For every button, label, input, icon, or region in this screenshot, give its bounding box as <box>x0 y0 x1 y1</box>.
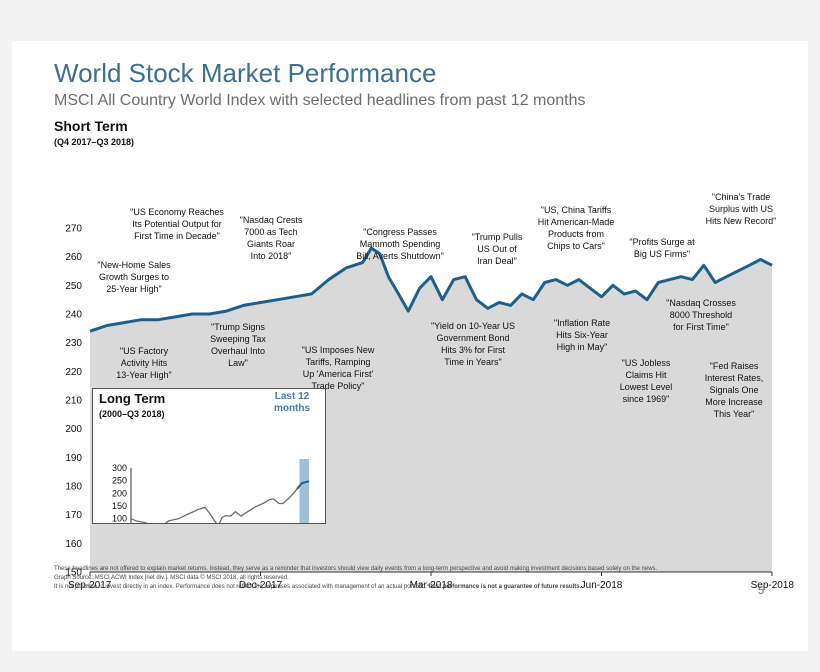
long-term-chart: 0501001502002503002000200520102015 <box>112 459 310 523</box>
last-12-months-label: Last 12 months <box>273 391 311 414</box>
headline: "US Jobless Claims Hit Lowest Level sinc… <box>619 358 673 404</box>
inset-y-tick-label: 100 <box>112 514 127 523</box>
y-tick-label: 170 <box>65 510 82 521</box>
footer-line-2: Graph Source: MSCI ACWI Index [net div.]… <box>54 575 289 581</box>
inset-y-tick-label: 150 <box>112 501 127 511</box>
y-tick-label: 190 <box>65 453 82 464</box>
headline: "US Economy Reaches Its Potential Output… <box>130 207 224 241</box>
x-tick-label: Sep-2017 <box>68 580 112 591</box>
headline: "US, China Tariffs Hit American-Made Pro… <box>537 205 615 251</box>
inset-y-tick-label: 300 <box>112 463 127 473</box>
short-term-range: (Q4 2017–Q3 2018) <box>54 137 135 147</box>
x-tick-label: Jun-2018 <box>581 580 623 591</box>
page-title: World Stock Market Performance <box>54 58 437 88</box>
long-term-recent-line <box>296 480 310 490</box>
x-tick-label: Sep-2018 <box>751 580 795 591</box>
headline: "Yield on 10-Year US Government Bond Hit… <box>430 321 516 367</box>
long-term-range: (2000–Q3 2018) <box>99 409 165 419</box>
inset-y-tick-label: 250 <box>112 476 127 486</box>
footer-line-1: These headlines are not offered to expla… <box>54 566 658 572</box>
footer-line-3-text: It is not possible to invest directly in… <box>54 584 427 590</box>
index-line <box>89 246 773 333</box>
headline: "Nasdaq Crosses 8000 Threshold for First… <box>666 298 736 332</box>
headline: "US Imposes New Tariffs, Ramping Up 'Ame… <box>301 345 375 391</box>
headline: "Fed Raises Interest Rates, Signals One … <box>704 361 764 419</box>
headline: "Profits Surge at Big US Firms" <box>629 237 695 259</box>
headline: "New-Home Sales Growth Surges to 25-Year… <box>97 260 171 294</box>
page-subtitle: MSCI All Country World Index with select… <box>54 92 586 109</box>
y-tick-label: 240 <box>65 310 82 321</box>
y-tick-label: 270 <box>65 224 82 235</box>
page-number: 5 <box>758 585 765 597</box>
x-tick-label: Mar-2018 <box>410 580 453 591</box>
y-tick-label: 220 <box>65 367 82 378</box>
long-term-line <box>130 480 310 523</box>
y-tick-label: 250 <box>65 281 82 292</box>
headline: "Trump Pulls US Out of Iran Deal" <box>471 232 523 266</box>
x-tick-label: Dec-2017 <box>239 580 283 591</box>
headline: "Inflation Rate Hits Six-Year High in Ma… <box>553 318 611 352</box>
y-tick-label: 180 <box>65 482 82 493</box>
footer-line-3-bold: Past performance is not a guarantee of f… <box>428 584 582 590</box>
long-term-inset: Long Term (2000–Q3 2018) Last 12 months … <box>92 388 326 524</box>
headline: "Congress Passes Mammoth Spending Bill, … <box>356 227 444 261</box>
inset-y-tick-label: 200 <box>112 488 127 498</box>
footer-disclaimer: These headlines are not offered to expla… <box>54 565 744 592</box>
y-tick-label: 210 <box>65 396 82 407</box>
headline: "Trump Signs Sweeping Tax Overhaul Into … <box>210 322 266 368</box>
y-tick-label: 260 <box>65 252 82 263</box>
y-tick-label: 230 <box>65 338 82 349</box>
last-12-months-band <box>299 459 309 523</box>
y-tick-label: 160 <box>65 539 82 550</box>
short-term-title: Short Term <box>54 118 128 134</box>
long-term-title: Long Term <box>99 391 166 406</box>
headline: "China's Trade Surplus with US Hits New … <box>705 192 777 226</box>
headline: "US Factory Activity Hits 13-Year High" <box>116 346 172 380</box>
footer-line-3: It is not possible to invest directly in… <box>54 583 744 592</box>
y-tick-label: 150 <box>65 568 82 579</box>
y-tick-label: 200 <box>65 424 82 435</box>
headline: "Nasdaq Crests 7000 as Tech Giants Roar … <box>239 215 303 261</box>
